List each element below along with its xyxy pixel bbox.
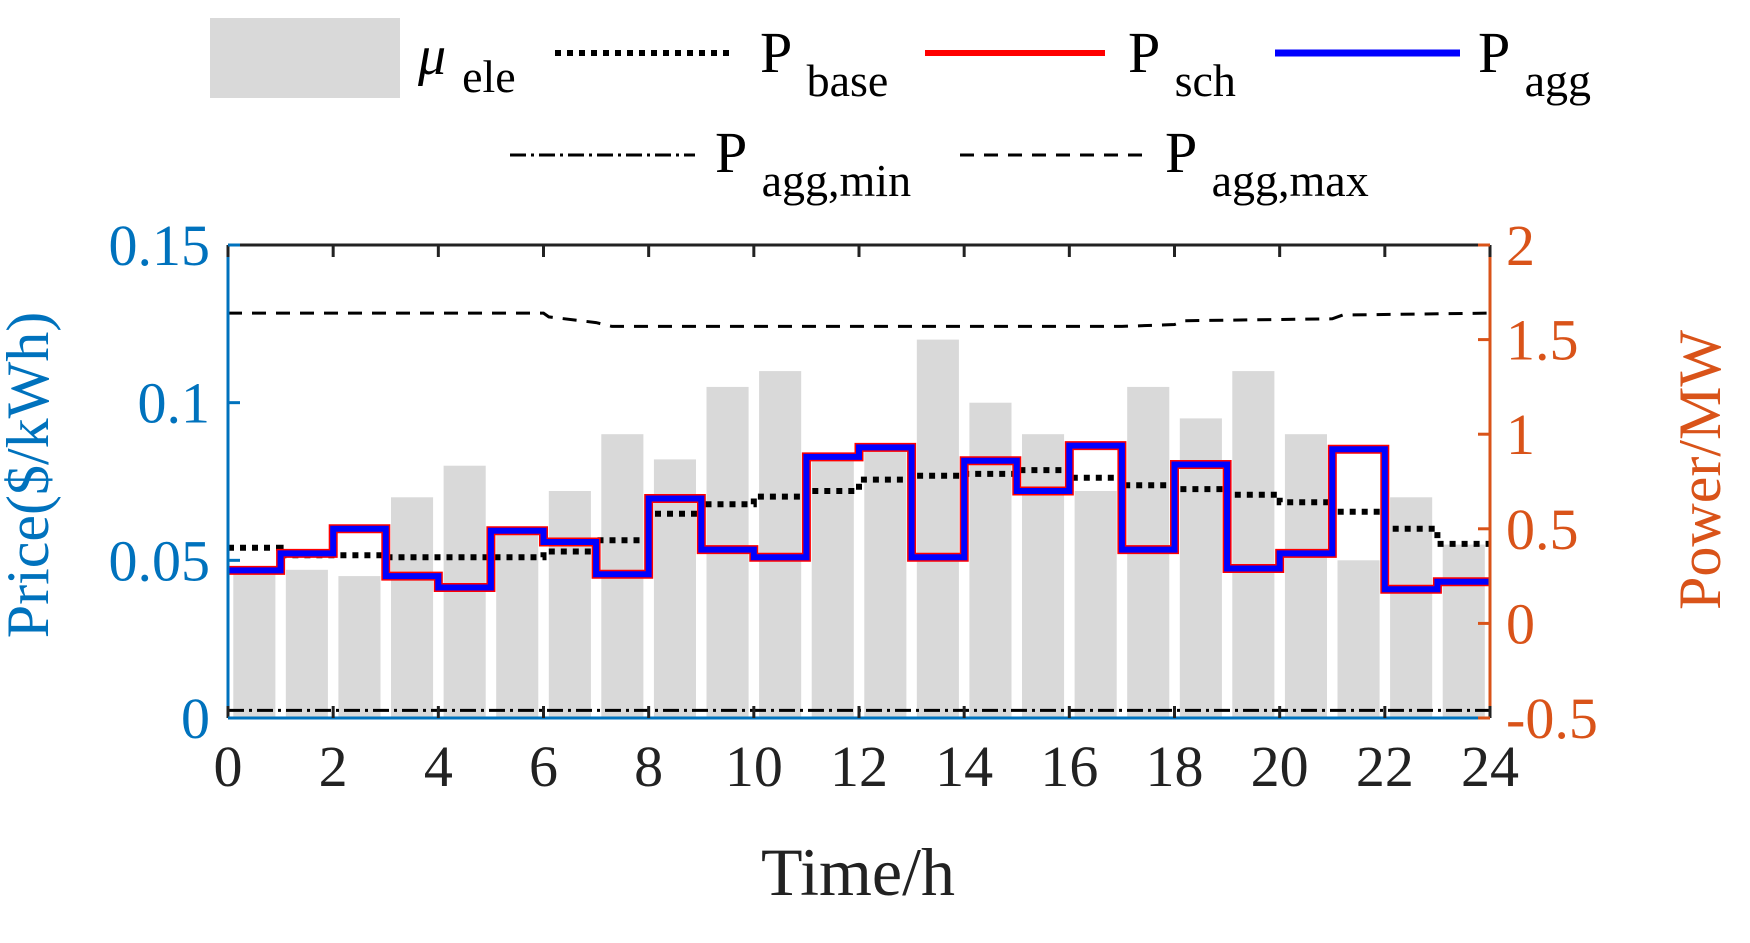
tick-labels: 0 2 4 6 8 10 12 14 16 18 20 22 2400.050.10.15-0.500.… bbox=[109, 213, 1598, 799]
legend-label-p-agg-max: P agg,max bbox=[1165, 120, 1369, 206]
legend-label-p-sch: P sch bbox=[1128, 20, 1236, 106]
price-bar-19 bbox=[1232, 371, 1275, 718]
right-y-axis-label: Power/MW bbox=[1667, 330, 1733, 610]
price-bar-1 bbox=[285, 569, 328, 718]
left-y-axis-label: Price($/kWh) bbox=[0, 312, 61, 639]
x-tick-label-0: 0 bbox=[214, 734, 243, 799]
price-bar-23 bbox=[1442, 544, 1485, 718]
legend-label-p-agg-min: P agg,min bbox=[715, 120, 911, 206]
left-tick-label-2: 0.1 bbox=[138, 371, 211, 436]
right-tick-label-4: 1.5 bbox=[1506, 308, 1579, 373]
legend-label-p-base: P base bbox=[760, 20, 888, 106]
price-bar-6 bbox=[548, 491, 591, 718]
x-tick-label-7: 14 bbox=[935, 734, 993, 799]
price-bar-20 bbox=[1284, 434, 1327, 718]
price-bar-5 bbox=[496, 528, 539, 718]
right-tick-label-1: 0 bbox=[1506, 591, 1535, 656]
x-tick-label-8: 16 bbox=[1040, 734, 1098, 799]
x-tick-label-2: 4 bbox=[424, 734, 453, 799]
right-tick-label-5: 2 bbox=[1506, 213, 1535, 278]
price-bar-21 bbox=[1337, 560, 1380, 718]
price-bar-14 bbox=[969, 402, 1012, 718]
price-bars bbox=[233, 339, 1485, 718]
legend-label-mu-ele: μ ele bbox=[417, 25, 516, 102]
right-tick-label-2: 0.5 bbox=[1506, 497, 1579, 562]
price-bar-3 bbox=[391, 497, 434, 718]
right-tick-label-3: 1 bbox=[1506, 402, 1535, 467]
right-tick-label-0: -0.5 bbox=[1506, 686, 1598, 751]
price-bar-12 bbox=[864, 450, 907, 718]
x-tick-label-4: 8 bbox=[634, 734, 663, 799]
left-tick-label-3: 0.15 bbox=[109, 213, 211, 278]
price-bar-15 bbox=[1022, 434, 1065, 718]
x-tick-label-5: 10 bbox=[725, 734, 783, 799]
legend: μ ele P base P sch P agg bbox=[210, 18, 1591, 206]
legend-label-p-agg: P agg bbox=[1478, 20, 1591, 106]
x-tick-label-1: 2 bbox=[319, 734, 348, 799]
left-tick-label-0: 0 bbox=[181, 686, 210, 751]
price-bar-13 bbox=[916, 339, 959, 718]
x-tick-label-10: 20 bbox=[1251, 734, 1309, 799]
legend-swatch-mu-ele bbox=[210, 18, 400, 98]
series-p-agg bbox=[228, 442, 1490, 593]
x-tick-label-11: 22 bbox=[1356, 734, 1414, 799]
x-tick-label-9: 18 bbox=[1146, 734, 1204, 799]
axes bbox=[226, 243, 1492, 720]
price-bar-11 bbox=[811, 459, 854, 718]
x-tick-label-12: 24 bbox=[1461, 734, 1519, 799]
price-bar-16 bbox=[1074, 491, 1117, 718]
x-axis-label: Time/h bbox=[761, 834, 955, 910]
x-tick-label-3: 6 bbox=[529, 734, 558, 799]
price-bar-10 bbox=[759, 371, 802, 718]
series-p-agg-max bbox=[228, 311, 1491, 328]
price-bar-2 bbox=[338, 576, 381, 718]
price-bar-22 bbox=[1390, 497, 1433, 718]
price-bar-0 bbox=[233, 566, 276, 718]
x-tick-label-6: 12 bbox=[830, 734, 888, 799]
left-tick-label-1: 0.05 bbox=[109, 528, 211, 593]
